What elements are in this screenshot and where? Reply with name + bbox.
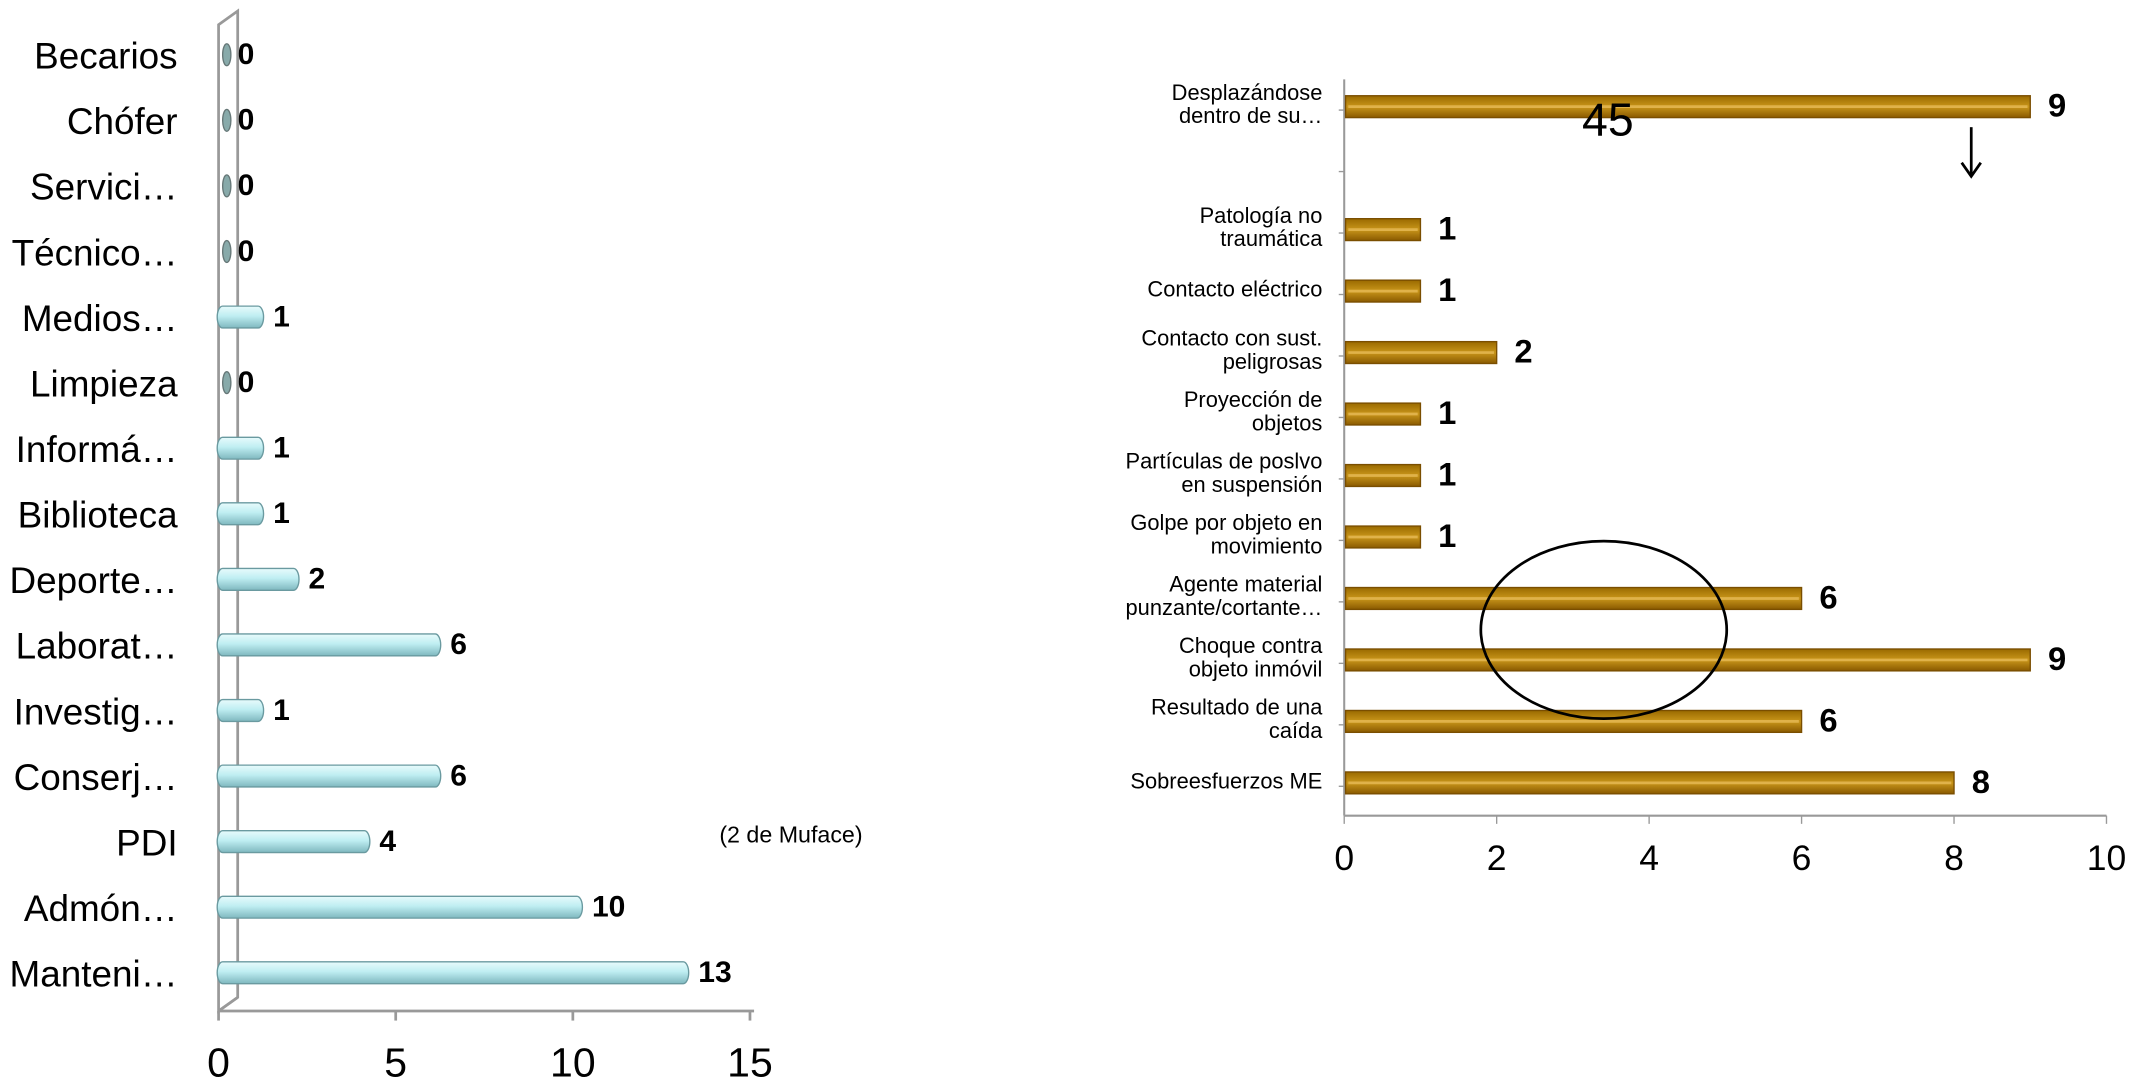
y-tick-label: Golpe por objeto en movimiento — [1066, 507, 1323, 567]
label-box: Resultado de una caída — [1066, 691, 1323, 751]
x-tick-label: 8 — [1944, 838, 1964, 878]
value-label: 1 — [273, 300, 290, 333]
bar — [217, 437, 263, 459]
y-tick-label: Conserj… — [14, 757, 178, 798]
y-tick-label: Servici… — [30, 167, 178, 208]
value-label: 13 — [698, 956, 731, 989]
x-tick-label: 10 — [2087, 838, 2127, 878]
value-label: 2 — [1514, 333, 1532, 370]
y-tick-label: Agente material punzante/cortante… — [1066, 568, 1323, 628]
y-tick-label: Investig… — [14, 691, 178, 732]
value-label: 9 — [2048, 87, 2066, 124]
value-label: 1 — [1438, 456, 1456, 493]
bar — [223, 241, 231, 263]
value-label: 0 — [238, 169, 255, 202]
value-label: 1 — [273, 694, 290, 727]
label-box: Contacto con sust. peligrosas — [1066, 323, 1323, 383]
value-label: 6 — [1819, 701, 1837, 738]
value-label: 1 — [1438, 394, 1456, 431]
y-tick-label: Manteni… — [10, 954, 178, 995]
y-tick-label: Técnico… — [12, 232, 178, 273]
label-box: Choque contra objeto inmóvil — [1066, 630, 1323, 690]
annotation: 45 — [1582, 93, 1634, 145]
x-tick-label: 2 — [1487, 838, 1507, 878]
bar — [223, 175, 231, 197]
slide: 051015Becarios0Chófer0Servici…0Técnico…0… — [0, 0, 2142, 1089]
y-tick-label: Resultado de una caída — [1066, 691, 1323, 751]
annotation: (2 de Muface) — [719, 821, 862, 847]
y-tick-label: Desplazándose dentro de su… — [1066, 77, 1323, 137]
y-tick-label: Proyección de objetos — [1066, 384, 1323, 444]
y-tick-label: Deporte… — [10, 560, 178, 601]
bar — [217, 568, 299, 590]
value-label: 9 — [2048, 640, 2066, 677]
value-label: 6 — [450, 628, 467, 661]
y-tick-label: Partículas de poslvo en suspensión — [1066, 445, 1323, 505]
bar — [217, 831, 370, 853]
bar — [217, 765, 440, 787]
y-tick-label: Medios… — [22, 298, 178, 339]
value-label: 6 — [450, 759, 467, 792]
y-tick-label: PDI — [116, 822, 177, 863]
value-label: 1 — [1438, 517, 1456, 554]
highlight-circle — [1481, 541, 1727, 719]
bar — [217, 896, 582, 918]
label-box: Agente material punzante/cortante… — [1066, 568, 1323, 628]
value-label: 1 — [273, 431, 290, 464]
bar — [217, 700, 263, 722]
x-tick-label: 10 — [550, 1039, 596, 1085]
label-box: Patología no traumática — [1066, 200, 1323, 260]
x-tick-label: 4 — [1639, 838, 1659, 878]
value-label: 1 — [1438, 271, 1456, 308]
y-tick-label: Limpieza — [30, 363, 178, 404]
label-box: Contacto eléctrico — [1066, 261, 1323, 321]
y-tick-label: Chófer — [67, 101, 178, 142]
y-tick-label: Becarios — [34, 36, 177, 77]
bar — [223, 372, 231, 394]
y-tick-label: Laborat… — [16, 626, 178, 667]
value-label: 0 — [238, 366, 255, 399]
label-box: Partículas de poslvo en suspensión — [1066, 445, 1323, 505]
value-label: 6 — [1819, 578, 1837, 615]
label-box: Desplazándose dentro de su… — [1066, 77, 1323, 137]
bar — [217, 634, 440, 656]
bar — [217, 306, 263, 328]
bar — [217, 503, 263, 525]
value-label: 4 — [379, 825, 396, 858]
value-label: 0 — [238, 38, 255, 71]
label-box: Proyección de objetos — [1066, 384, 1323, 444]
value-label: 1 — [273, 497, 290, 530]
y-tick-label: Choque contra objeto inmóvil — [1066, 630, 1323, 690]
value-label: 1 — [1438, 210, 1456, 247]
y-tick-label: Contacto con sust. peligrosas — [1066, 323, 1323, 383]
x-tick-label: 5 — [384, 1039, 407, 1085]
value-label: 8 — [1972, 763, 1990, 800]
bar — [223, 44, 231, 66]
value-label: 0 — [238, 235, 255, 268]
y-tick-label: Biblioteca — [18, 495, 178, 536]
y-tick-label: Patología no traumática — [1066, 200, 1323, 260]
x-tick-label: 15 — [727, 1039, 773, 1085]
bar — [223, 109, 231, 131]
value-label: 10 — [592, 890, 625, 923]
y-tick-label: Contacto eléctrico — [1066, 261, 1323, 321]
label-box: Sobreesfuerzos ME — [1066, 753, 1323, 813]
x-tick-label: 0 — [207, 1039, 230, 1085]
label-box: Golpe por objeto en movimiento — [1066, 507, 1323, 567]
bar — [217, 962, 688, 984]
y-tick-label: Sobreesfuerzos ME — [1066, 753, 1323, 813]
y-tick-label: Admón… — [24, 888, 178, 929]
x-tick-label: 0 — [1334, 838, 1354, 878]
y-tick-label: Informá… — [16, 429, 178, 470]
x-tick-label: 6 — [1792, 838, 1812, 878]
value-label: 2 — [309, 563, 326, 596]
value-label: 0 — [238, 104, 255, 137]
